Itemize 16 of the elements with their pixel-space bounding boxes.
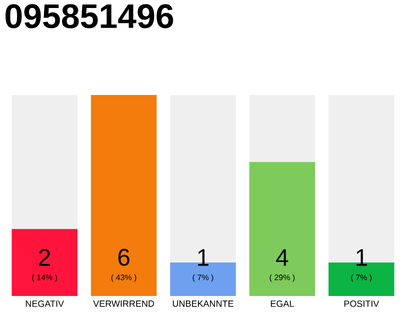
data-label: 2 <box>39 249 50 266</box>
data-label: 1 <box>356 249 367 266</box>
x-tick-label: UNBEKANNTE <box>172 300 234 307</box>
x-tick-label: POSITIV <box>344 300 380 307</box>
annotation: ( 7% ) <box>192 274 214 282</box>
data-label: 4 <box>276 249 288 266</box>
x-tick-label: EGAL <box>270 300 294 307</box>
annotation: ( 7% ) <box>351 274 372 282</box>
data-label: 1 <box>198 249 208 266</box>
annotation: ( 29% ) <box>270 274 295 282</box>
chart-title: 095851496 <box>6 4 174 28</box>
x-tick-label: NEGATIV <box>26 300 64 307</box>
x-tick-label: VERWIRREND <box>93 300 154 307</box>
annotation: ( 14% ) <box>32 274 57 282</box>
annotation: ( 43% ) <box>111 274 136 282</box>
data-label: 6 <box>118 248 130 266</box>
